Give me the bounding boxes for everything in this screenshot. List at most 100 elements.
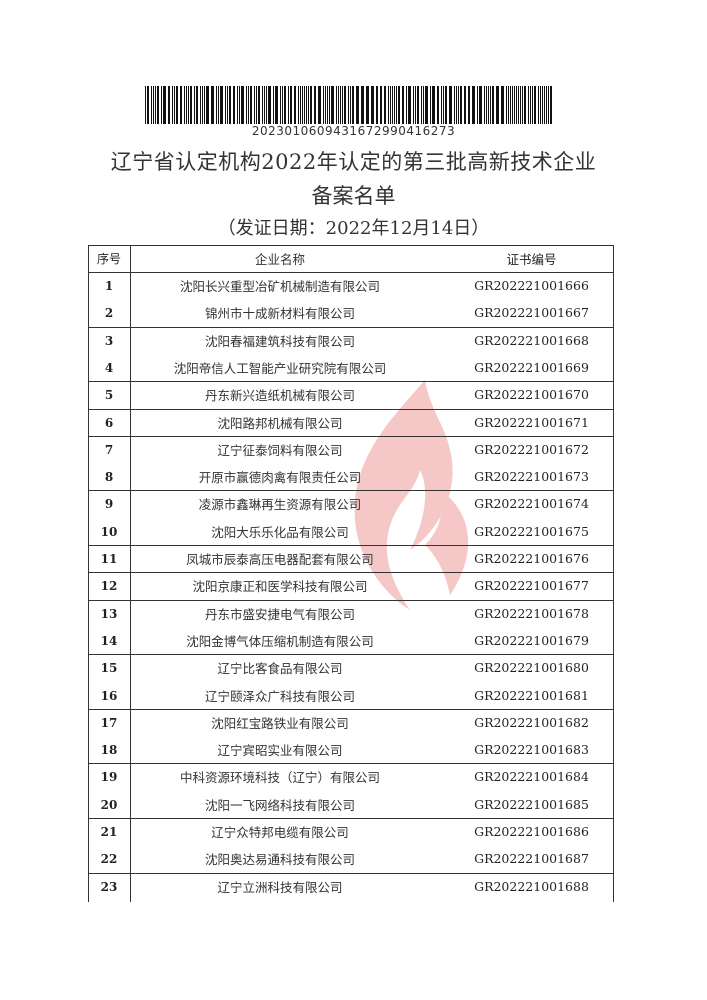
table-row: 3 沈阳春福建筑科技有限公司 GR202221001668	[88, 327, 613, 354]
barcode-bar	[508, 86, 509, 124]
table-row: 19 中科资源环境科技（辽宁）有限公司 GR202221001684	[88, 763, 613, 790]
barcode-bar	[196, 86, 198, 124]
column-header-certificate: 证书编号	[506, 252, 557, 267]
barcode-bar	[530, 86, 531, 124]
issue-date: （发证日期：2022年12月14日）	[217, 218, 490, 239]
table-header-row: 序号 企业名称 证书编号	[88, 245, 613, 272]
barcode-bar	[344, 86, 346, 124]
barcode-bar	[229, 86, 231, 124]
barcode-bar	[308, 86, 309, 124]
row-divider	[88, 818, 613, 819]
company-name: 沈阳京康正和医学科技有限公司	[192, 579, 368, 594]
barcode-bar	[413, 86, 414, 124]
row-number: 22	[100, 851, 118, 866]
barcode-bar	[331, 86, 334, 124]
barcode-bar	[430, 86, 431, 124]
certificate-number: GR202221001672	[474, 442, 589, 457]
table-row: 14 沈阳金博气体压缩机制造有限公司 GR202221001679	[88, 627, 613, 654]
barcode-bar	[492, 86, 494, 124]
barcode-bar	[194, 86, 195, 124]
barcode-bar	[325, 86, 326, 124]
barcode-bar	[522, 86, 523, 124]
company-name: 沈阳奥达易通科技有限公司	[204, 852, 355, 867]
table-row: 13 丹东市盛安捷电气有限公司 GR202221001678	[88, 600, 613, 627]
row-number: 14	[100, 633, 118, 648]
barcode-bar	[256, 86, 257, 124]
barcode-bar	[266, 86, 267, 124]
company-name: 辽宁征泰饲料有限公司	[217, 443, 343, 458]
barcode-bar	[310, 86, 312, 124]
company-name: 沈阳长兴重型冶矿机械制造有限公司	[179, 279, 380, 294]
barcode-bar	[290, 86, 292, 124]
column-header-company: 企业名称	[254, 252, 305, 267]
barcode-bar	[206, 86, 209, 124]
company-name: 沈阳春福建筑科技有限公司	[204, 334, 355, 349]
barcode-bar	[304, 86, 305, 124]
table-row: 8 开原市赢德肉禽有限责任公司 GR202221001673	[88, 463, 613, 490]
barcode-bar	[151, 86, 152, 124]
row-number: 8	[104, 469, 114, 484]
barcode-bar	[432, 86, 435, 124]
barcode-bar	[145, 86, 146, 124]
certificate-number: GR202221001675	[474, 524, 589, 539]
company-name: 辽宁颐泽众广科技有限公司	[204, 689, 355, 704]
barcode-bar	[258, 86, 260, 124]
row-divider	[88, 873, 613, 874]
barcode-bar	[161, 86, 162, 124]
barcode-bar	[338, 86, 339, 124]
certificate-number: GR202221001666	[474, 278, 589, 293]
barcode-bar	[211, 86, 214, 124]
barcode-bar	[406, 86, 407, 124]
barcode-bar	[202, 86, 203, 124]
barcode-bar	[510, 86, 511, 124]
certificate-number: GR202221001677	[474, 578, 589, 593]
barcode-bar	[200, 86, 201, 124]
table-border	[88, 245, 89, 902]
barcode-bar	[216, 86, 217, 124]
barcode-bar	[204, 86, 205, 124]
table-row: 18 辽宁宾昭实业有限公司 GR202221001683	[88, 736, 613, 763]
barcode-bar	[384, 86, 386, 124]
company-name: 开原市赢德肉禽有限责任公司	[198, 470, 362, 485]
barcode-bar	[174, 86, 175, 124]
certificate-number: GR202221001667	[474, 305, 589, 320]
row-divider	[88, 545, 613, 546]
certificate-number: GR202221001679	[474, 633, 589, 648]
barcode-bar	[417, 86, 419, 124]
barcode-bar	[218, 86, 219, 124]
barcode-bar	[306, 86, 307, 124]
barcode-bar	[408, 86, 411, 124]
table-row: 5 丹东新兴造纸机械有限公司 GR202221001670	[88, 381, 613, 408]
table-row: 15 辽宁比客食品有限公司 GR202221001680	[88, 654, 613, 681]
column-divider	[130, 245, 131, 902]
table-row: 9 凌源市鑫琳再生资源有限公司 GR202221001674	[88, 490, 613, 517]
barcode-bar	[288, 86, 289, 124]
row-number: 6	[104, 415, 114, 430]
table-row: 12 沈阳京康正和医学科技有限公司 GR202221001677	[88, 572, 613, 599]
barcode-bar	[425, 86, 428, 124]
barcode-bar	[477, 86, 478, 124]
barcode-bar	[540, 86, 541, 124]
barcode-bar	[268, 86, 271, 124]
certificate-number: GR202221001681	[474, 688, 589, 703]
barcode-bar	[501, 86, 504, 124]
certificate-number: GR202221001682	[474, 715, 589, 730]
certificate-number: GR202221001680	[474, 660, 589, 675]
barcode-bar	[546, 86, 547, 124]
company-name: 中科资源环境科技（辽宁）有限公司	[179, 770, 380, 785]
certificate-number: GR202221001670	[474, 387, 589, 402]
certificate-number: GR202221001671	[474, 415, 589, 430]
company-name: 丹东市盛安捷电气有限公司	[204, 607, 355, 622]
barcode-bar	[472, 86, 475, 124]
row-divider	[88, 381, 613, 382]
certificate-number: GR202221001684	[474, 769, 589, 784]
barcode-bar	[294, 86, 296, 124]
barcode-bar	[264, 86, 265, 124]
barcode-bar	[490, 86, 491, 124]
certificate-number: GR202221001673	[474, 469, 589, 484]
table-row: 1 沈阳长兴重型冶矿机械制造有限公司 GR202221001666	[88, 272, 613, 299]
barcode-bar	[518, 86, 519, 124]
row-number: 15	[100, 660, 118, 675]
company-name: 辽宁立洲科技有限公司	[217, 880, 343, 895]
barcode-bar	[479, 86, 482, 124]
